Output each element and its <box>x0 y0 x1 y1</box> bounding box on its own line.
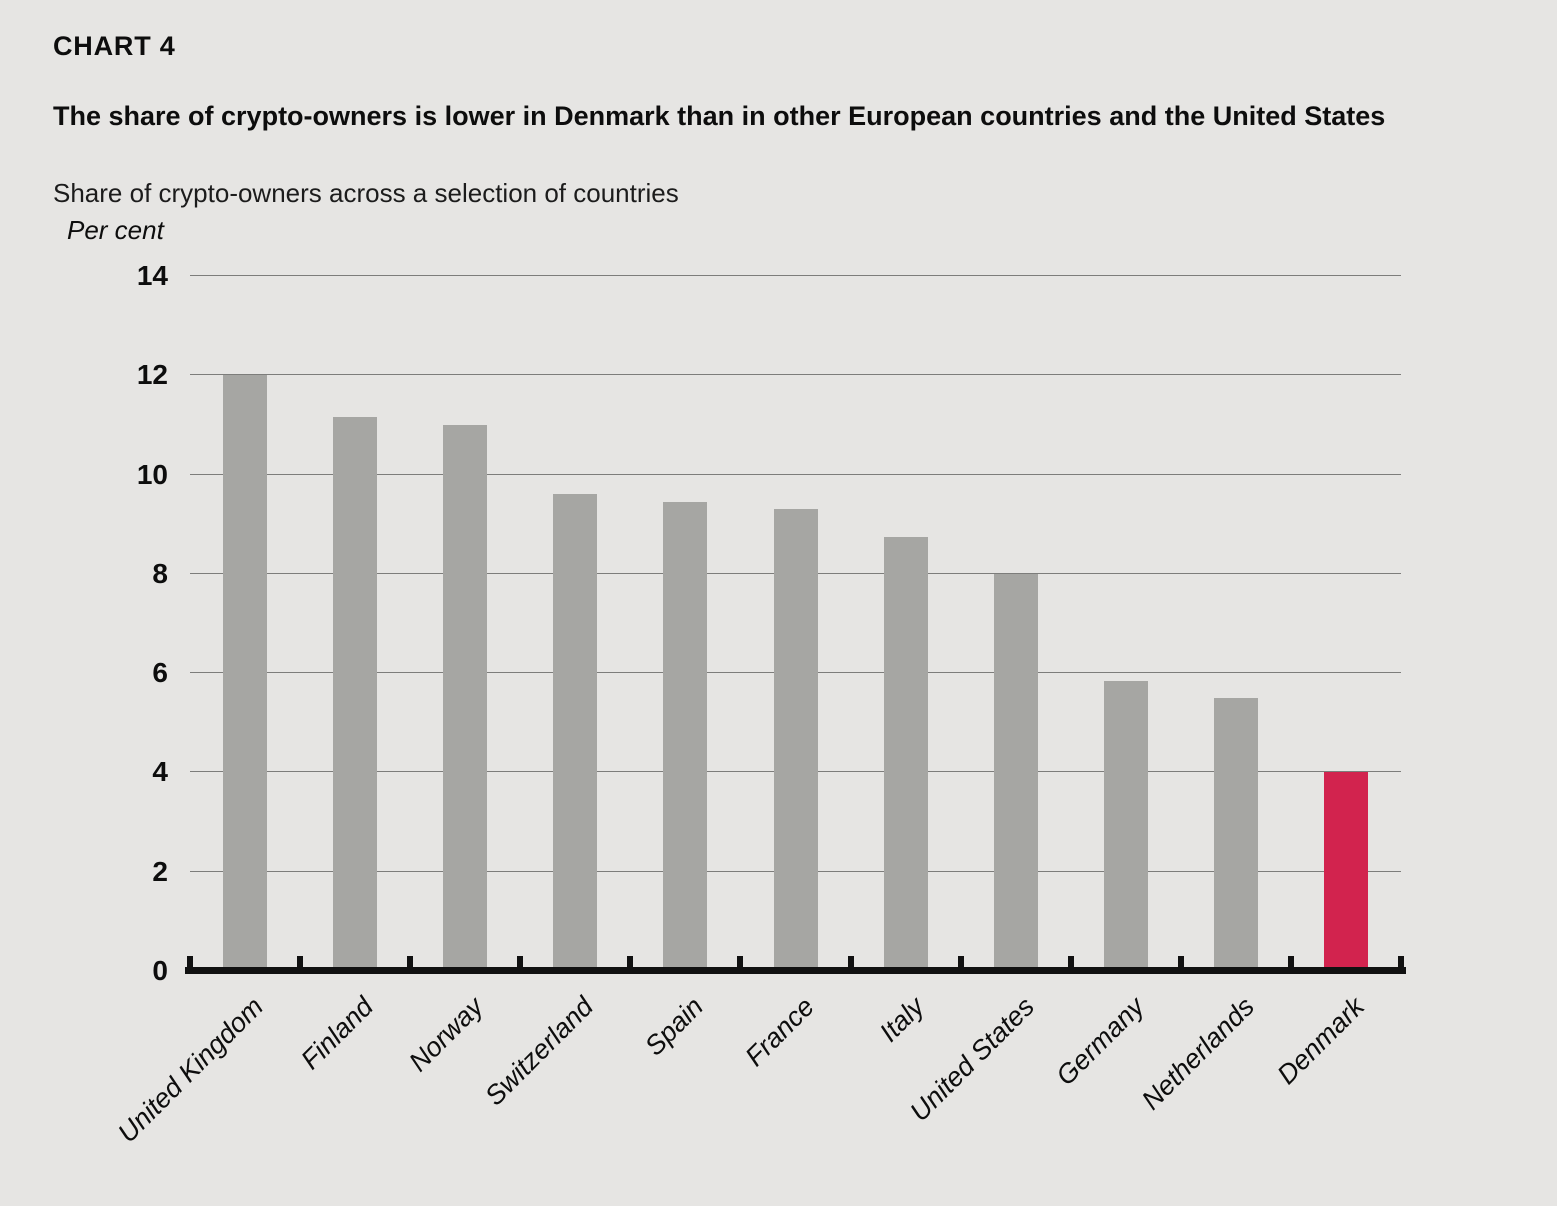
x-category-label-italy: Italy <box>873 991 930 1048</box>
x-axis-tick <box>957 956 964 968</box>
y-tick-label-8: 8 <box>152 557 168 589</box>
x-axis-tick <box>407 956 414 968</box>
plot-area: 0 2 4 6 8 10 12 14 United Kingdom Finland Norway S… <box>112 262 1406 1148</box>
y-tick-label-6: 6 <box>152 657 168 689</box>
gridline-12 <box>190 374 1401 376</box>
bar-france <box>773 509 818 971</box>
bar-italy <box>883 536 928 971</box>
x-axis-line <box>185 967 1406 974</box>
bar-denmark <box>1323 772 1368 971</box>
bar-united-states <box>993 573 1038 971</box>
x-axis-tick <box>1287 956 1294 968</box>
y-tick-label-14: 14 <box>136 260 168 291</box>
bar-switzerland <box>553 494 598 971</box>
x-category-label-united-kingdom: United Kingdom <box>112 991 270 1149</box>
bar-netherlands <box>1213 697 1258 971</box>
x-axis-category-labels: United Kingdom Finland Norway Switzerland Sp… <box>112 971 1401 1206</box>
x-category-label-spain: Spain <box>639 991 710 1062</box>
bar-finland <box>333 417 378 971</box>
x-category-label-netherlands: Netherlands <box>1135 991 1260 1116</box>
bar-germany <box>1103 680 1148 971</box>
bar-united-kingdom <box>223 375 268 971</box>
bar-norway <box>443 424 488 971</box>
y-tick-label-0: 0 <box>152 955 168 986</box>
y-tick-label-2: 2 <box>152 855 168 887</box>
y-tick-label-12: 12 <box>136 359 168 391</box>
x-axis-tick <box>297 956 304 968</box>
x-category-label-france: France <box>738 991 820 1072</box>
bar-spain <box>663 501 708 971</box>
x-axis-tick <box>517 956 524 968</box>
x-category-label-germany: Germany <box>1050 991 1150 1092</box>
x-axis-tick <box>1398 956 1404 968</box>
y-axis-unit-label: Per cent <box>67 215 164 245</box>
x-axis-tick <box>627 956 634 968</box>
x-axis-tick <box>1177 956 1184 968</box>
x-axis-tick <box>187 956 193 968</box>
y-tick-label-4: 4 <box>152 756 168 788</box>
x-category-label-norway: Norway <box>403 991 490 1078</box>
x-category-label-denmark: Denmark <box>1271 991 1370 1091</box>
x-axis-tick <box>847 956 854 968</box>
gridline-14 <box>190 275 1401 276</box>
chart-subtitle: Share of crypto-owners across a selectio… <box>53 178 679 208</box>
y-tick-label-10: 10 <box>136 458 168 490</box>
chart-title: The share of crypto-owners is lower in D… <box>53 101 1386 131</box>
chart-number-label: CHART 4 <box>53 31 176 61</box>
gridline-10 <box>190 473 1401 475</box>
x-category-label-finland: Finland <box>295 991 380 1076</box>
x-category-label-switzerland: Switzerland <box>479 991 600 1112</box>
x-axis-tick <box>1067 956 1074 968</box>
x-axis-tick <box>737 956 744 968</box>
